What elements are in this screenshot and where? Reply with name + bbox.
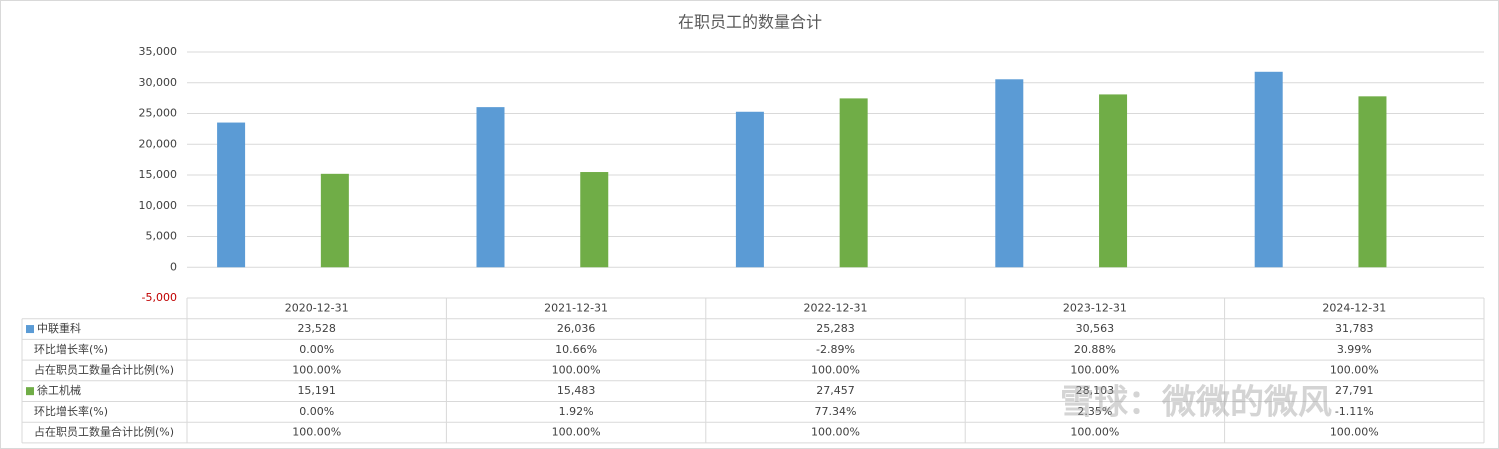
row-label: 占在职员工数量合计比例(%)	[34, 362, 174, 376]
table-cell: 100.00%	[1070, 426, 1119, 439]
bar	[1358, 96, 1387, 268]
y-tick-label: 35,000	[139, 45, 178, 58]
bar	[1254, 71, 1283, 268]
bar	[1099, 94, 1128, 268]
chart-title: 在职员工的数量合计	[678, 13, 822, 32]
table-cell: 100.00%	[811, 426, 860, 439]
y-tick-label: 0	[170, 260, 177, 273]
table-cell: 27,457	[816, 384, 855, 397]
bar	[217, 122, 246, 268]
table-cell: 20.88%	[1074, 343, 1116, 356]
table-cell: 27,791	[1335, 384, 1374, 397]
y-tick-label: 30,000	[139, 76, 178, 89]
y-tick-label: 20,000	[139, 137, 178, 150]
legend-label: 中联重科	[37, 321, 81, 335]
bar	[735, 111, 764, 268]
table-cell: -2.89%	[816, 343, 855, 356]
table-cell: 30,563	[1076, 322, 1115, 335]
bar	[580, 172, 609, 268]
legend-swatch	[26, 387, 34, 396]
x-tick-label: 2024-12-31	[1322, 301, 1386, 314]
bar	[320, 173, 349, 268]
row-label: 占在职员工数量合计比例(%)	[34, 425, 174, 439]
table-cell: 28,103	[1076, 384, 1115, 397]
table-cell: 100.00%	[1330, 363, 1379, 376]
table-cell: 10.66%	[555, 343, 597, 356]
table-cell: 31,783	[1335, 322, 1374, 335]
table-cell: 100.00%	[292, 426, 341, 439]
y-tick-label: 15,000	[139, 168, 178, 181]
table-cell: 100.00%	[552, 363, 601, 376]
bar	[995, 79, 1024, 268]
x-tick-label: 2023-12-31	[1063, 301, 1127, 314]
row-label: 环比增长率(%)	[34, 404, 108, 418]
x-tick-label: 2020-12-31	[285, 301, 349, 314]
table-cell: 100.00%	[1070, 363, 1119, 376]
table-cell: 26,036	[557, 322, 596, 335]
table-cell: -1.11%	[1335, 405, 1374, 418]
legend-swatch	[26, 325, 34, 334]
table-cell: 1.92%	[559, 405, 594, 418]
y-tick-label: -5,000	[142, 291, 177, 304]
table-cell: 100.00%	[292, 363, 341, 376]
table-cell: 100.00%	[1330, 426, 1379, 439]
table-cell: 77.34%	[815, 405, 857, 418]
table-cell: 15,483	[557, 384, 596, 397]
x-tick-label: 2022-12-31	[804, 301, 868, 314]
table-cell: 0.00%	[299, 405, 334, 418]
table-cell: 2.35%	[1077, 405, 1112, 418]
x-tick-label: 2021-12-31	[544, 301, 608, 314]
table-cell: 25,283	[816, 322, 855, 335]
bar	[476, 107, 505, 268]
table-cell: 3.99%	[1337, 343, 1372, 356]
watermark: 雪球：微微的微风	[1060, 383, 1332, 423]
table-cell: 100.00%	[552, 426, 601, 439]
table-cell: 23,528	[297, 322, 336, 335]
table-cell: 0.00%	[299, 343, 334, 356]
legend-label: 徐工机械	[37, 383, 81, 397]
table-cell: 100.00%	[811, 363, 860, 376]
y-tick-label: 5,000	[146, 230, 178, 243]
row-label: 环比增长率(%)	[34, 342, 108, 356]
y-tick-label: 10,000	[139, 199, 178, 212]
table-cell: 15,191	[297, 384, 336, 397]
y-tick-label: 25,000	[139, 107, 178, 120]
bar	[839, 98, 868, 268]
